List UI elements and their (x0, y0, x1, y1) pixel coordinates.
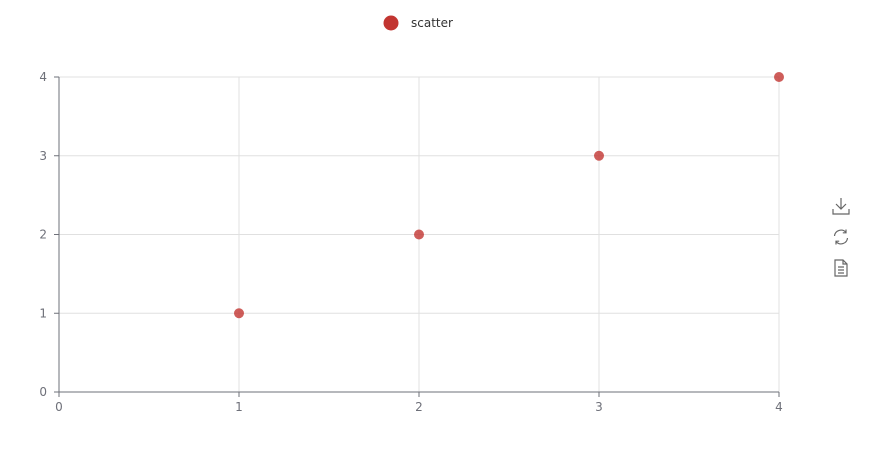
y-tick-label: 0 (39, 385, 47, 399)
toolbox (828, 193, 854, 286)
x-tick-label: 0 (55, 400, 63, 414)
x-tick-label: 2 (415, 400, 423, 414)
scatter-point[interactable] (414, 229, 424, 240)
axes: 0 1 2 3 4 0 1 2 3 4 (39, 70, 782, 414)
download-icon (832, 198, 850, 215)
scatter-point[interactable] (774, 72, 784, 82)
legend-label[interactable]: scatter (411, 16, 453, 30)
y-tick-label: 2 (39, 228, 47, 242)
restore-button[interactable] (828, 224, 854, 250)
legend-marker[interactable] (383, 15, 399, 31)
y-tick-label: 4 (39, 70, 47, 84)
y-tick-label: 1 (39, 306, 47, 320)
data-view-icon (834, 259, 848, 277)
x-tick-label: 3 (595, 400, 603, 414)
save-image-button[interactable] (828, 193, 854, 219)
scatter-point[interactable] (594, 150, 604, 161)
y-tick-label: 3 (39, 149, 47, 163)
x-tick-label: 1 (235, 400, 243, 414)
legend[interactable]: scatter (383, 15, 453, 31)
scatter-points (234, 72, 784, 319)
scatter-point[interactable] (234, 308, 244, 319)
x-tick-label: 4 (775, 400, 783, 414)
restore-icon (833, 229, 849, 245)
data-view-button[interactable] (828, 255, 854, 281)
